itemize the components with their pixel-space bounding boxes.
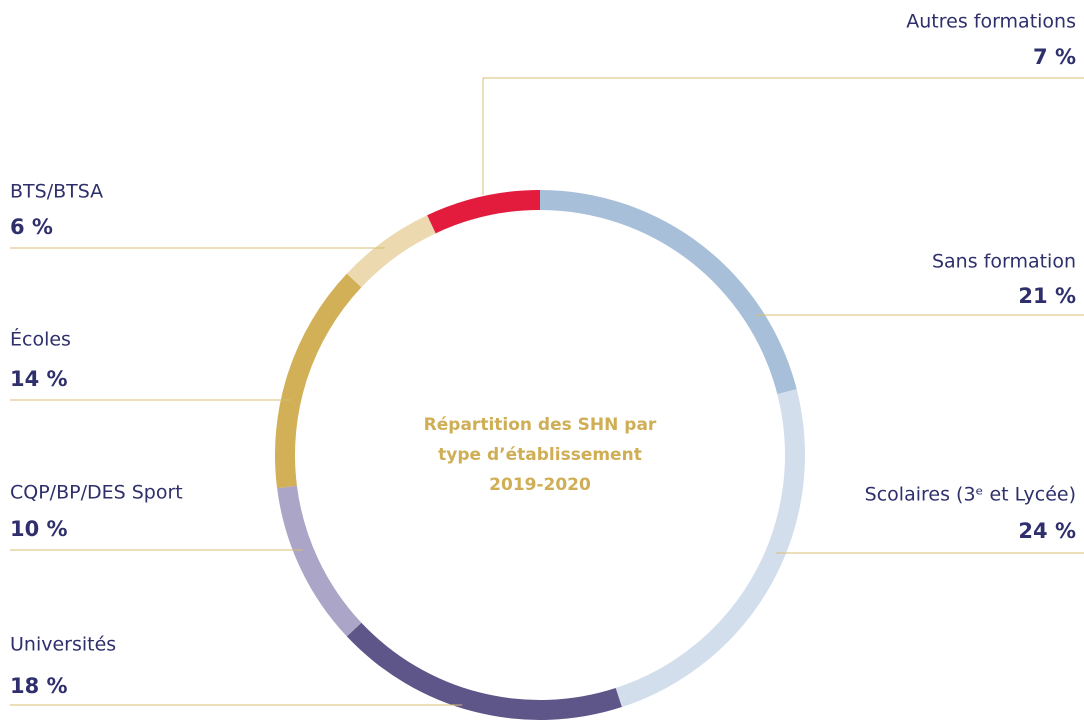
- legend-label: Universités: [10, 634, 116, 656]
- chart-title: Répartition des SHN par type d’établisse…: [423, 415, 657, 465]
- donut-segment: [275, 273, 362, 489]
- center-text: Répartition des SHN par type d’établisse…: [400, 410, 680, 500]
- value-label: 6 %: [10, 215, 53, 239]
- donut-segment: [346, 215, 436, 288]
- value-label: 21 %: [1018, 284, 1076, 308]
- donut-segment: [277, 485, 362, 637]
- donut-segment: [540, 190, 797, 395]
- legend-label: BTS/BTSA: [10, 181, 103, 203]
- chart-subtitle: 2019-2020: [489, 475, 591, 495]
- donut-segment: [615, 389, 805, 708]
- legend-label: Écoles: [10, 328, 71, 351]
- legend-label: CQP/BP/DES Sport: [10, 482, 183, 504]
- value-label: 10 %: [10, 517, 68, 541]
- legend-label: Scolaires (3ᵉ et Lycée): [865, 484, 1076, 506]
- value-label: 7 %: [1033, 45, 1076, 69]
- donut-segment: [346, 622, 622, 720]
- value-label: 14 %: [10, 367, 68, 391]
- donut-segment: [427, 190, 540, 234]
- legend-label: Autres formations: [906, 11, 1076, 33]
- value-label: 18 %: [10, 674, 68, 698]
- value-label: 24 %: [1018, 519, 1076, 543]
- legend-label: Sans formation: [932, 251, 1076, 273]
